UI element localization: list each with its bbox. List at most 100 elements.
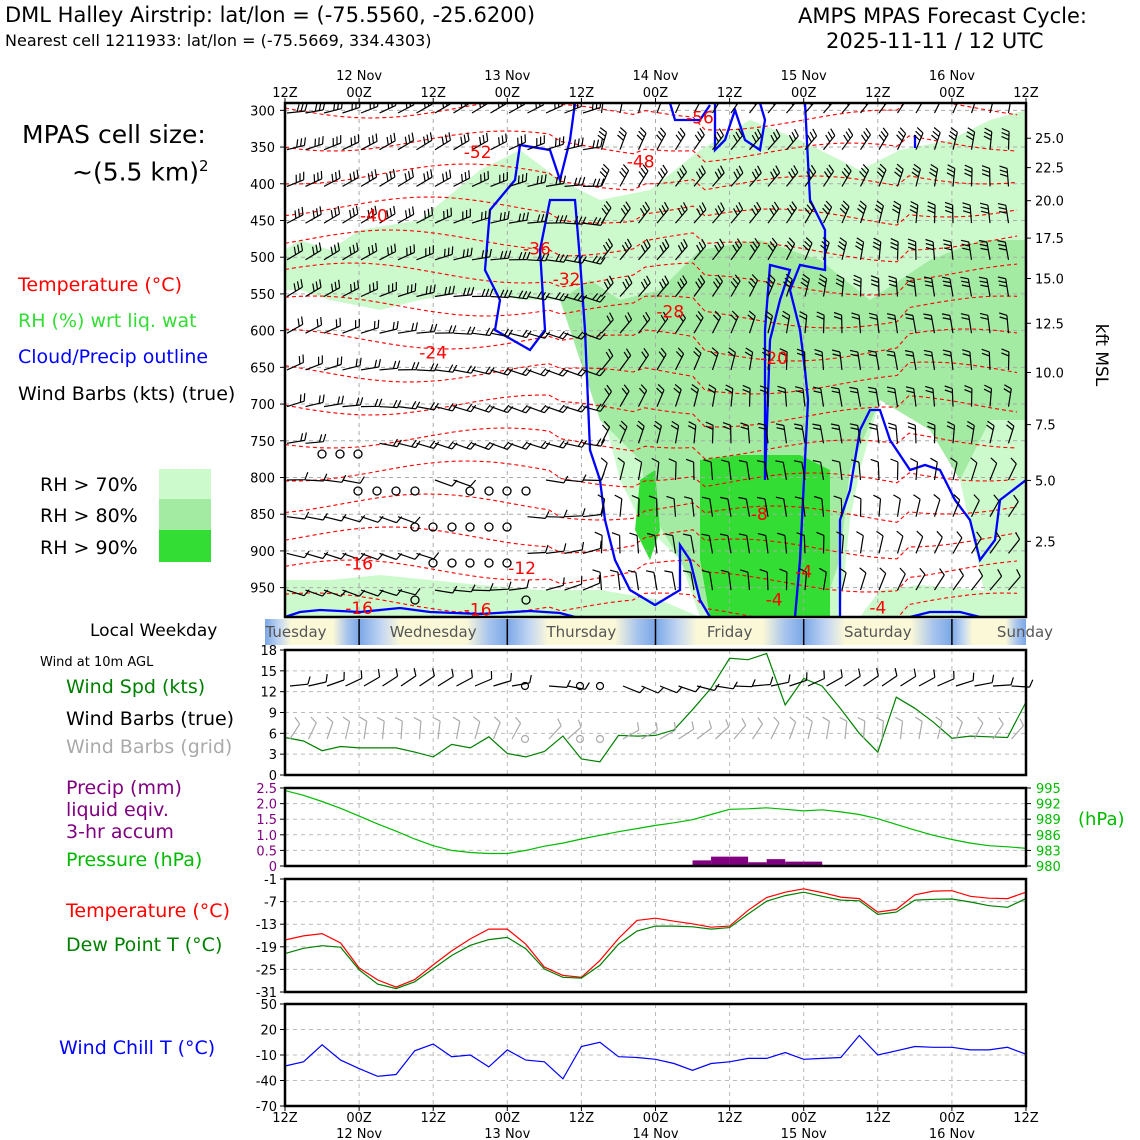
- wind-barb: [582, 575, 601, 591]
- precip-label-2: liquid eqiv.: [66, 799, 169, 821]
- calm-wind-circle: [317, 449, 327, 459]
- wind-barb: [873, 494, 882, 517]
- calm-wind-circle: [465, 522, 475, 532]
- calm-wind-circle: [484, 558, 494, 568]
- cycle-date: 2025-11-11 / 12 UTC: [826, 29, 1044, 53]
- wind-barb: [379, 282, 397, 298]
- panel-tick-label: 3: [269, 748, 277, 763]
- wind-barb: [564, 103, 582, 114]
- wind-barb: [617, 457, 625, 481]
- pressure-tick-label: 350: [250, 141, 275, 156]
- wind-barb: [997, 240, 1010, 260]
- wind-barb: [950, 457, 958, 481]
- wind-barb: [793, 423, 806, 444]
- time-tick-label: 12Z: [420, 86, 446, 101]
- wind-barb: [545, 440, 569, 449]
- wind-barb: [619, 312, 633, 334]
- calm-wind-circle: [353, 486, 363, 496]
- wind-barb: [781, 310, 791, 334]
- weekday-label: Sunday: [997, 623, 1053, 641]
- pressure-tick-label: 550: [250, 288, 275, 303]
- precip-bar: [729, 856, 749, 866]
- pressure-label: Pressure (hPa): [66, 849, 203, 871]
- wind-barb: [379, 321, 399, 334]
- wind-barb: [286, 171, 305, 187]
- wind-barb: [851, 459, 862, 481]
- dewpoint-line: [284, 891, 1027, 990]
- wind-barb: [948, 127, 958, 150]
- wind-barb: [837, 237, 847, 260]
- wind-barb: [471, 209, 491, 224]
- wind-barb: [992, 677, 1014, 687]
- wind-barb: [545, 577, 565, 591]
- panel-tick-label: 2.0: [256, 798, 277, 813]
- height-tick-label: 12.5: [1035, 317, 1064, 332]
- wind-barb: [712, 274, 723, 297]
- wind-barb: [978, 239, 991, 260]
- wind-barb: [841, 128, 854, 151]
- calm-wind-circle: [465, 558, 475, 568]
- calm-wind-circle: [335, 449, 345, 459]
- wind-barb: [413, 717, 422, 740]
- pressure-tick-label: 850: [250, 508, 275, 523]
- wind-barb: [600, 420, 611, 444]
- wind-barb: [490, 133, 508, 151]
- wind-barb: [688, 421, 697, 444]
- precip-label-3: 3-hr accum: [66, 821, 174, 843]
- rh70-swatch: [159, 469, 211, 499]
- wind-barb: [545, 253, 569, 263]
- wind-barb: [286, 511, 310, 520]
- wind-barb: [471, 327, 495, 337]
- wind-barb: [725, 384, 734, 407]
- wind-barb: [752, 676, 774, 687]
- wind-barb: [434, 169, 452, 187]
- wind-barb: [1006, 420, 1015, 444]
- wind-barb: [857, 200, 867, 224]
- wind-barb: [637, 103, 643, 114]
- temperature-contour-label: -4: [766, 590, 783, 610]
- wind-barb: [600, 457, 608, 481]
- wind-barb: [323, 317, 341, 334]
- wind-barb: [799, 311, 808, 334]
- wind-barb: [619, 275, 633, 297]
- panel-tick-label: 1.5: [256, 813, 277, 828]
- wind-barb: [305, 103, 326, 114]
- wind-barb: [888, 422, 899, 444]
- wind-barb: [786, 128, 799, 151]
- wind-barb: [942, 349, 954, 370]
- wind-barb: [456, 669, 473, 687]
- wind-barb: [379, 516, 403, 524]
- wind-barb: [693, 238, 707, 261]
- wind-barb: [960, 276, 973, 297]
- wind-barb: [564, 216, 587, 225]
- temperature-contour: [285, 103, 1018, 131]
- wind-barb: [923, 349, 936, 370]
- legend-cloud: Cloud/Precip outline: [18, 346, 209, 368]
- temperature-contour-label: -20: [760, 349, 788, 369]
- wind-barb: [857, 717, 866, 740]
- wind-barb: [379, 205, 396, 224]
- wind-barb: [675, 275, 688, 297]
- wind-barb: [592, 569, 603, 591]
- wind-barb: [453, 208, 471, 224]
- wind-barb: [286, 393, 306, 408]
- date-tick-label: 12 Nov: [336, 69, 382, 84]
- wind-barb: [323, 474, 347, 483]
- wind-barb: [944, 385, 954, 407]
- wind-barb: [397, 401, 421, 410]
- height-tick-label: 15.0: [1035, 272, 1064, 287]
- wind-barb: [705, 421, 714, 444]
- wind-barb: [964, 164, 973, 187]
- panel-tick-label: -1: [264, 873, 277, 888]
- weekday-night-fill: [803, 619, 878, 645]
- dewpoint-label: Dew Point T (°C): [66, 934, 223, 956]
- weekday-night-fill: [507, 619, 582, 645]
- wind-barb: [490, 171, 508, 187]
- wind-barb: [508, 251, 531, 261]
- rh-region-6: [860, 585, 1026, 617]
- temperature-contour: [285, 460, 1018, 488]
- pressure-tick-label: 400: [250, 178, 275, 193]
- wind-barb: [360, 205, 377, 224]
- height-axis: 25.0 22.5 20.0 17.5 15.0 12.5 10.0 7.5 5.0 2.5: [1026, 132, 1064, 550]
- temperature-contour-label: -16: [464, 601, 492, 621]
